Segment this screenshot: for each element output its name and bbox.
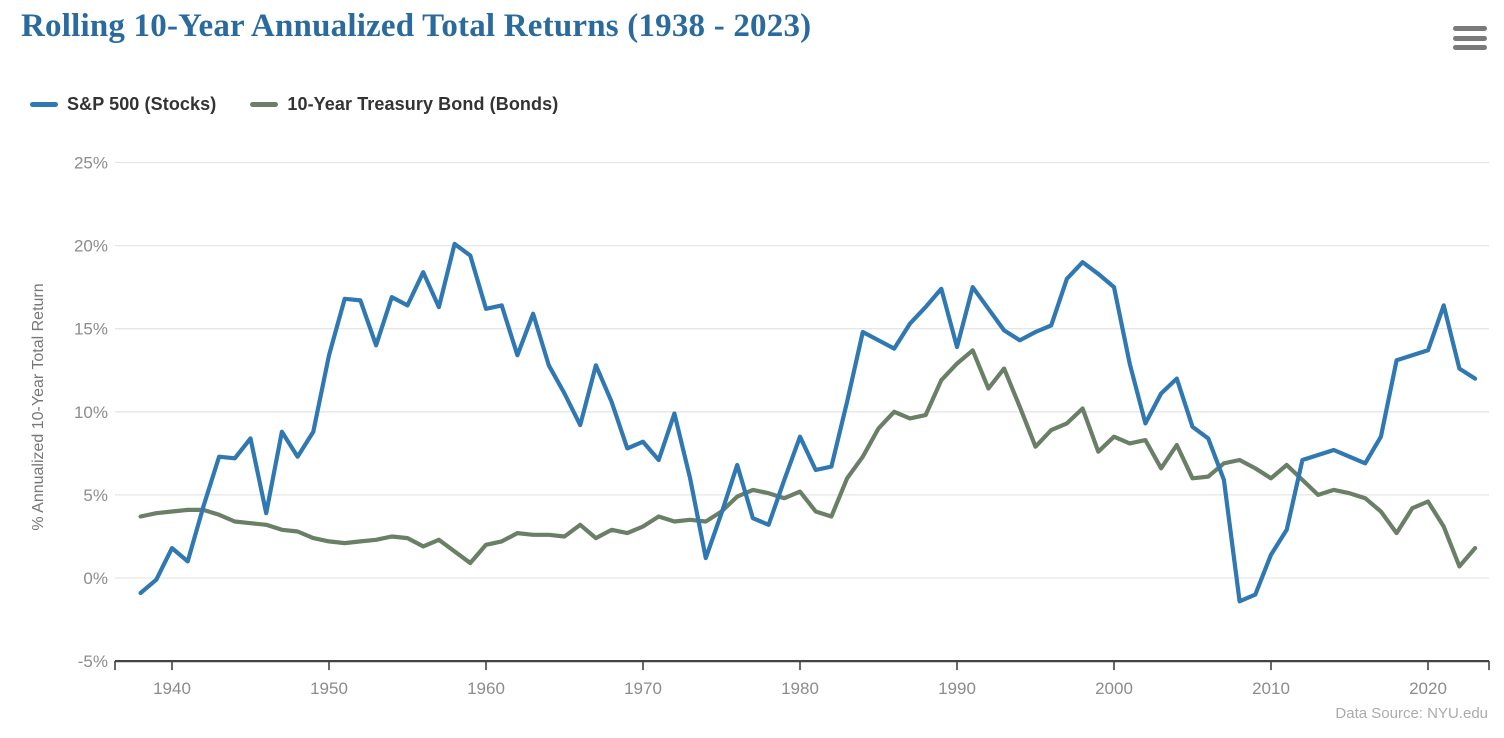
legend-item-bonds[interactable]: 10-Year Treasury Bond (Bonds) [250, 94, 558, 115]
y-tick-label: 25% [74, 154, 108, 173]
data-source-note: Data Source: NYU.edu [1335, 705, 1488, 722]
legend-label-bonds: 10-Year Treasury Bond (Bonds) [287, 94, 559, 114]
menu-bar [1453, 35, 1487, 41]
chart-legend: S&P 500 (Stocks) 10-Year Treasury Bond (… [30, 94, 558, 115]
x-tick-label: 2010 [1252, 679, 1290, 698]
x-tick-label: 1990 [938, 679, 976, 698]
hamburger-menu-icon[interactable] [1453, 26, 1487, 50]
legend-label-stocks: S&P 500 (Stocks) [67, 94, 217, 114]
x-tick-label: 1970 [624, 679, 662, 698]
y-tick-label: 15% [74, 320, 108, 339]
x-tick-label: 1960 [467, 679, 505, 698]
bonds-line[interactable] [138, 348, 1478, 569]
bonds-line-swatch-icon [250, 102, 279, 107]
x-tick-label: 1940 [153, 679, 191, 698]
menu-bar [1453, 45, 1487, 50]
y-tick-label: -5% [78, 652, 108, 671]
y-tick-label: 5% [83, 486, 108, 505]
legend-item-stocks[interactable]: S&P 500 (Stocks) [30, 94, 216, 115]
stocks-line[interactable] [138, 241, 1478, 604]
menu-bar [1453, 26, 1487, 31]
stocks-line-swatch-icon [30, 102, 58, 107]
y-tick-label: 20% [74, 237, 108, 256]
x-tick-label: 2020 [1409, 679, 1447, 698]
x-tick-label: 1950 [310, 679, 348, 698]
x-tick-label: 2000 [1095, 679, 1133, 698]
x-tick-label: 1980 [781, 679, 819, 698]
y-tick-label: 10% [74, 403, 108, 422]
chart-title: Rolling 10-Year Annualized Total Returns… [21, 8, 812, 44]
y-tick-label: 0% [83, 569, 108, 588]
